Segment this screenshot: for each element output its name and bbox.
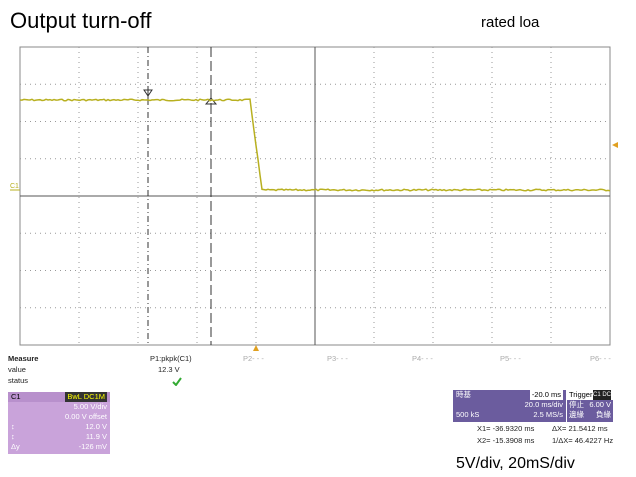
measure-label: Measure (8, 354, 39, 363)
status-check (172, 377, 182, 386)
cursor-marker (143, 89, 153, 100)
measure-slot: P5- - - (500, 354, 521, 363)
footer: 5V/div, 20mS/div (456, 455, 575, 472)
measure-label: status (8, 376, 29, 385)
timebase-box: 時基 -20.0 ms 20.0 ms/div 500 kS 2.5 MS/s (453, 390, 566, 422)
timebase-points: 500 kS (456, 410, 480, 419)
trigger-box: Trigger C1 DC 停止 6.00 V 邊緣 負緣 (567, 390, 613, 422)
timebase-label: 時基 (456, 390, 471, 399)
measure-name: P1:pkpk(C1) (150, 354, 192, 363)
measure-slot: P4- - - (412, 354, 433, 363)
row-symbol: Δy (11, 442, 20, 451)
channel-box: C1 BwL DC1M 5.00 V/div 0.00 V offset ↕ 12… (8, 392, 110, 454)
channel-offset: 0.00 V offset (65, 412, 107, 421)
row-value: 11.9 V (85, 432, 107, 441)
measure-slot: P3- - - (327, 354, 348, 363)
cursor-readout: ΔX= 21.5412 ms (552, 424, 608, 433)
measure-label: value (8, 365, 26, 374)
waveform-trace (19, 98, 611, 192)
note: rated loa (481, 14, 540, 31)
timebase-delay: -20.0 ms (529, 390, 563, 400)
trigger-level-marker (612, 142, 618, 148)
cursor-readout: 1/ΔX= 46.4227 Hz (552, 436, 614, 445)
channel-name: C1 (11, 392, 21, 401)
timebase-rate: 2.5 MS/s (533, 410, 563, 419)
row-value: -126 mV (78, 442, 107, 451)
trigger-mode: 停止 (569, 400, 584, 409)
scope-screen: C1 (10, 46, 618, 351)
measure-value: 12.3 V (158, 365, 180, 374)
title: Output turn-off (10, 8, 152, 33)
measure-slot: P6- - - (590, 354, 611, 363)
trigger-badge: C1 DC (592, 390, 611, 400)
channel-coupling: BwL DC1M (65, 392, 107, 402)
trigger-level: 6.00 V (589, 400, 611, 409)
trigger-slope: 負緣 (596, 410, 611, 419)
measure-slot: P2- - - (243, 354, 264, 363)
row-symbol: ↕ (11, 432, 15, 441)
channel-marker: C1 (10, 183, 19, 190)
trigger-position-marker (253, 345, 259, 351)
row-value: 12.0 V (85, 422, 107, 431)
trigger-type: 邊緣 (569, 410, 584, 419)
cursor-readout: X2= -15.3908 ms (477, 436, 535, 445)
cursor-readout: X1= -36.9320 ms (477, 424, 535, 433)
row-symbol: ↕ (11, 422, 15, 431)
trigger-label: Trigger (569, 390, 593, 399)
timebase-scale: 20.0 ms/div (524, 400, 563, 409)
channel-scale: 5.00 V/div (73, 402, 107, 411)
